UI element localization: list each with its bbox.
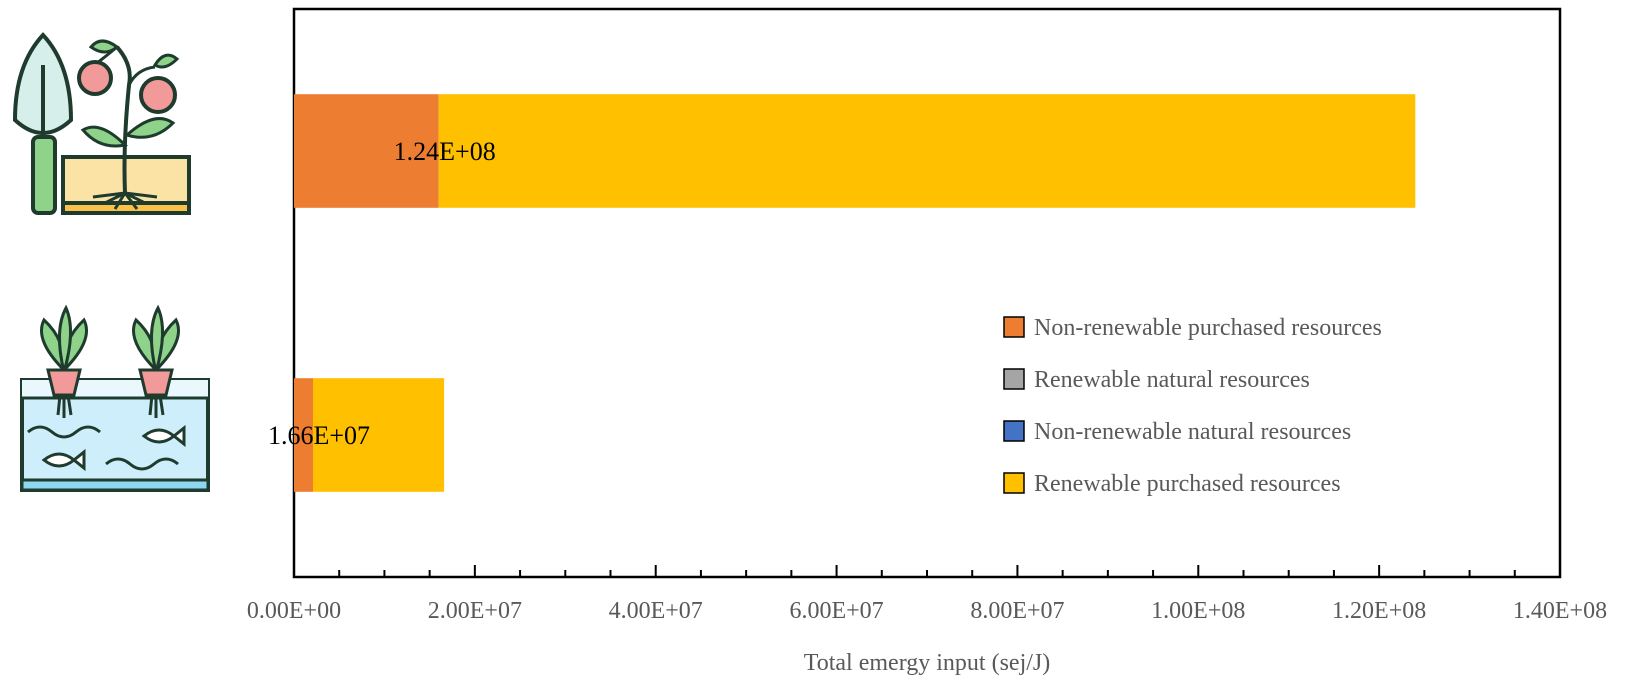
bar-total-label: 1.24E+08 (394, 137, 496, 166)
bar-segment-1-3 (312, 378, 445, 492)
x-tick-label: 4.00E+07 (609, 598, 703, 624)
aquaponics-tank-with-plants-and-fish-icon (20, 304, 210, 492)
x-tick-label: 6.00E+07 (789, 598, 883, 624)
x-tick-label: 1.20E+08 (1332, 598, 1426, 624)
bar-segment-1-0 (294, 378, 313, 492)
legend-label: Renewable purchased resources (1034, 471, 1341, 497)
legend-label: Non-renewable purchased resources (1034, 315, 1382, 341)
x-tick-label: 8.00E+07 (970, 598, 1064, 624)
legend-label: Non-renewable natural resources (1034, 419, 1351, 445)
legend: Non-renewable purchased resources Renewab… (1003, 315, 1382, 497)
legend-swatch (1003, 420, 1025, 442)
legend-swatch (1003, 368, 1025, 390)
bar-total-label: 1.66E+07 (268, 421, 370, 450)
x-tick-label: 0.00E+00 (247, 598, 341, 624)
x-axis-title: Total emergy input (sej/J) (804, 650, 1051, 676)
x-tick-label: 2.00E+07 (428, 598, 522, 624)
x-tick-label: 1.00E+08 (1151, 598, 1245, 624)
shovel-and-tomato-plant-icon (12, 32, 191, 215)
legend-swatch (1003, 472, 1025, 494)
legend-swatch (1003, 316, 1025, 338)
bar-segment-0-0 (294, 94, 439, 208)
bar-segment-0-3 (438, 94, 1416, 208)
legend-label: Renewable natural resources (1034, 367, 1310, 393)
x-tick-label: 1.40E+08 (1513, 598, 1607, 624)
